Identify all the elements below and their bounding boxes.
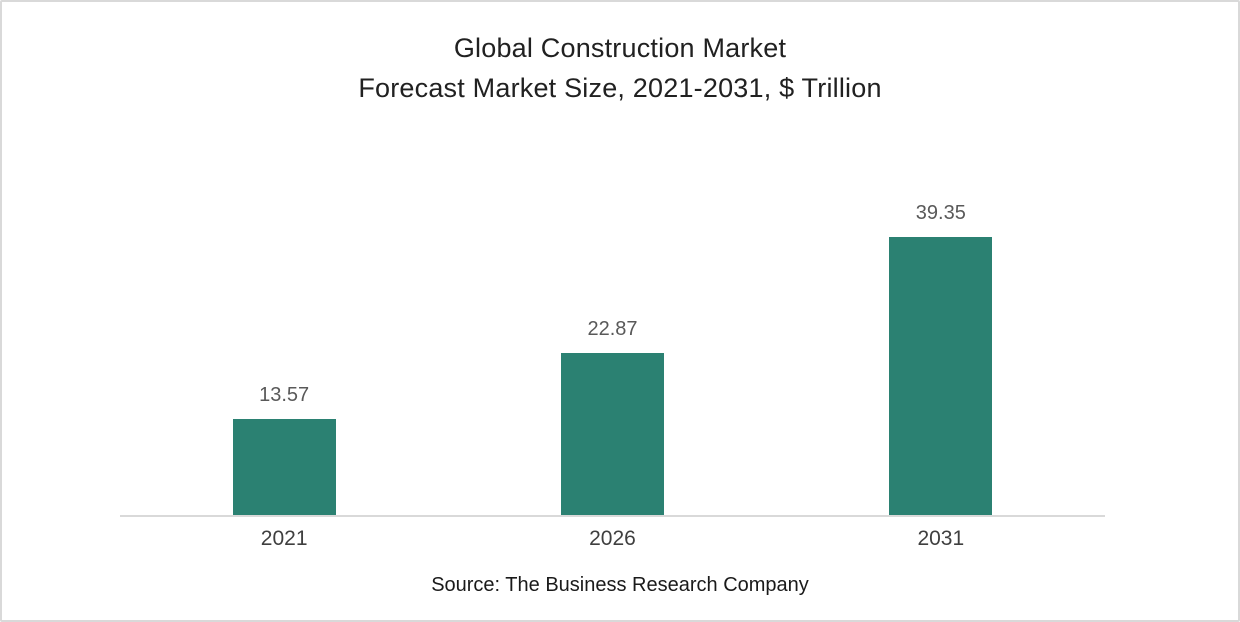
- bar-2026: [560, 353, 664, 515]
- bar-2031: [889, 237, 993, 515]
- bar-group-2026: 22.87: [448, 197, 776, 515]
- x-axis-labels: 2021 2026 2031: [120, 527, 1105, 551]
- bar-2021: [232, 419, 336, 515]
- data-label-2026: 22.87: [587, 318, 638, 340]
- x-tick-2031: 2031: [917, 527, 965, 550]
- chart-title-line1: Global Construction Market: [453, 33, 787, 63]
- data-label-2031: 39.35: [915, 202, 966, 224]
- chart-title: Global Construction Market Forecast Mark…: [2, 28, 1238, 108]
- data-label-2021: 13.57: [259, 384, 310, 406]
- x-tick-2021: 2021: [260, 527, 308, 550]
- bar-group-2031: 39.35: [777, 197, 1105, 515]
- chart-title-line2: Forecast Market Size, 2021-2031, $ Trill…: [358, 73, 882, 103]
- plot-area: 13.57 22.87 39.35: [120, 197, 1105, 517]
- bar-group-2021: 13.57: [120, 197, 448, 515]
- source-note: Source: The Business Research Company: [431, 574, 809, 596]
- x-tick-2026: 2026: [589, 527, 636, 550]
